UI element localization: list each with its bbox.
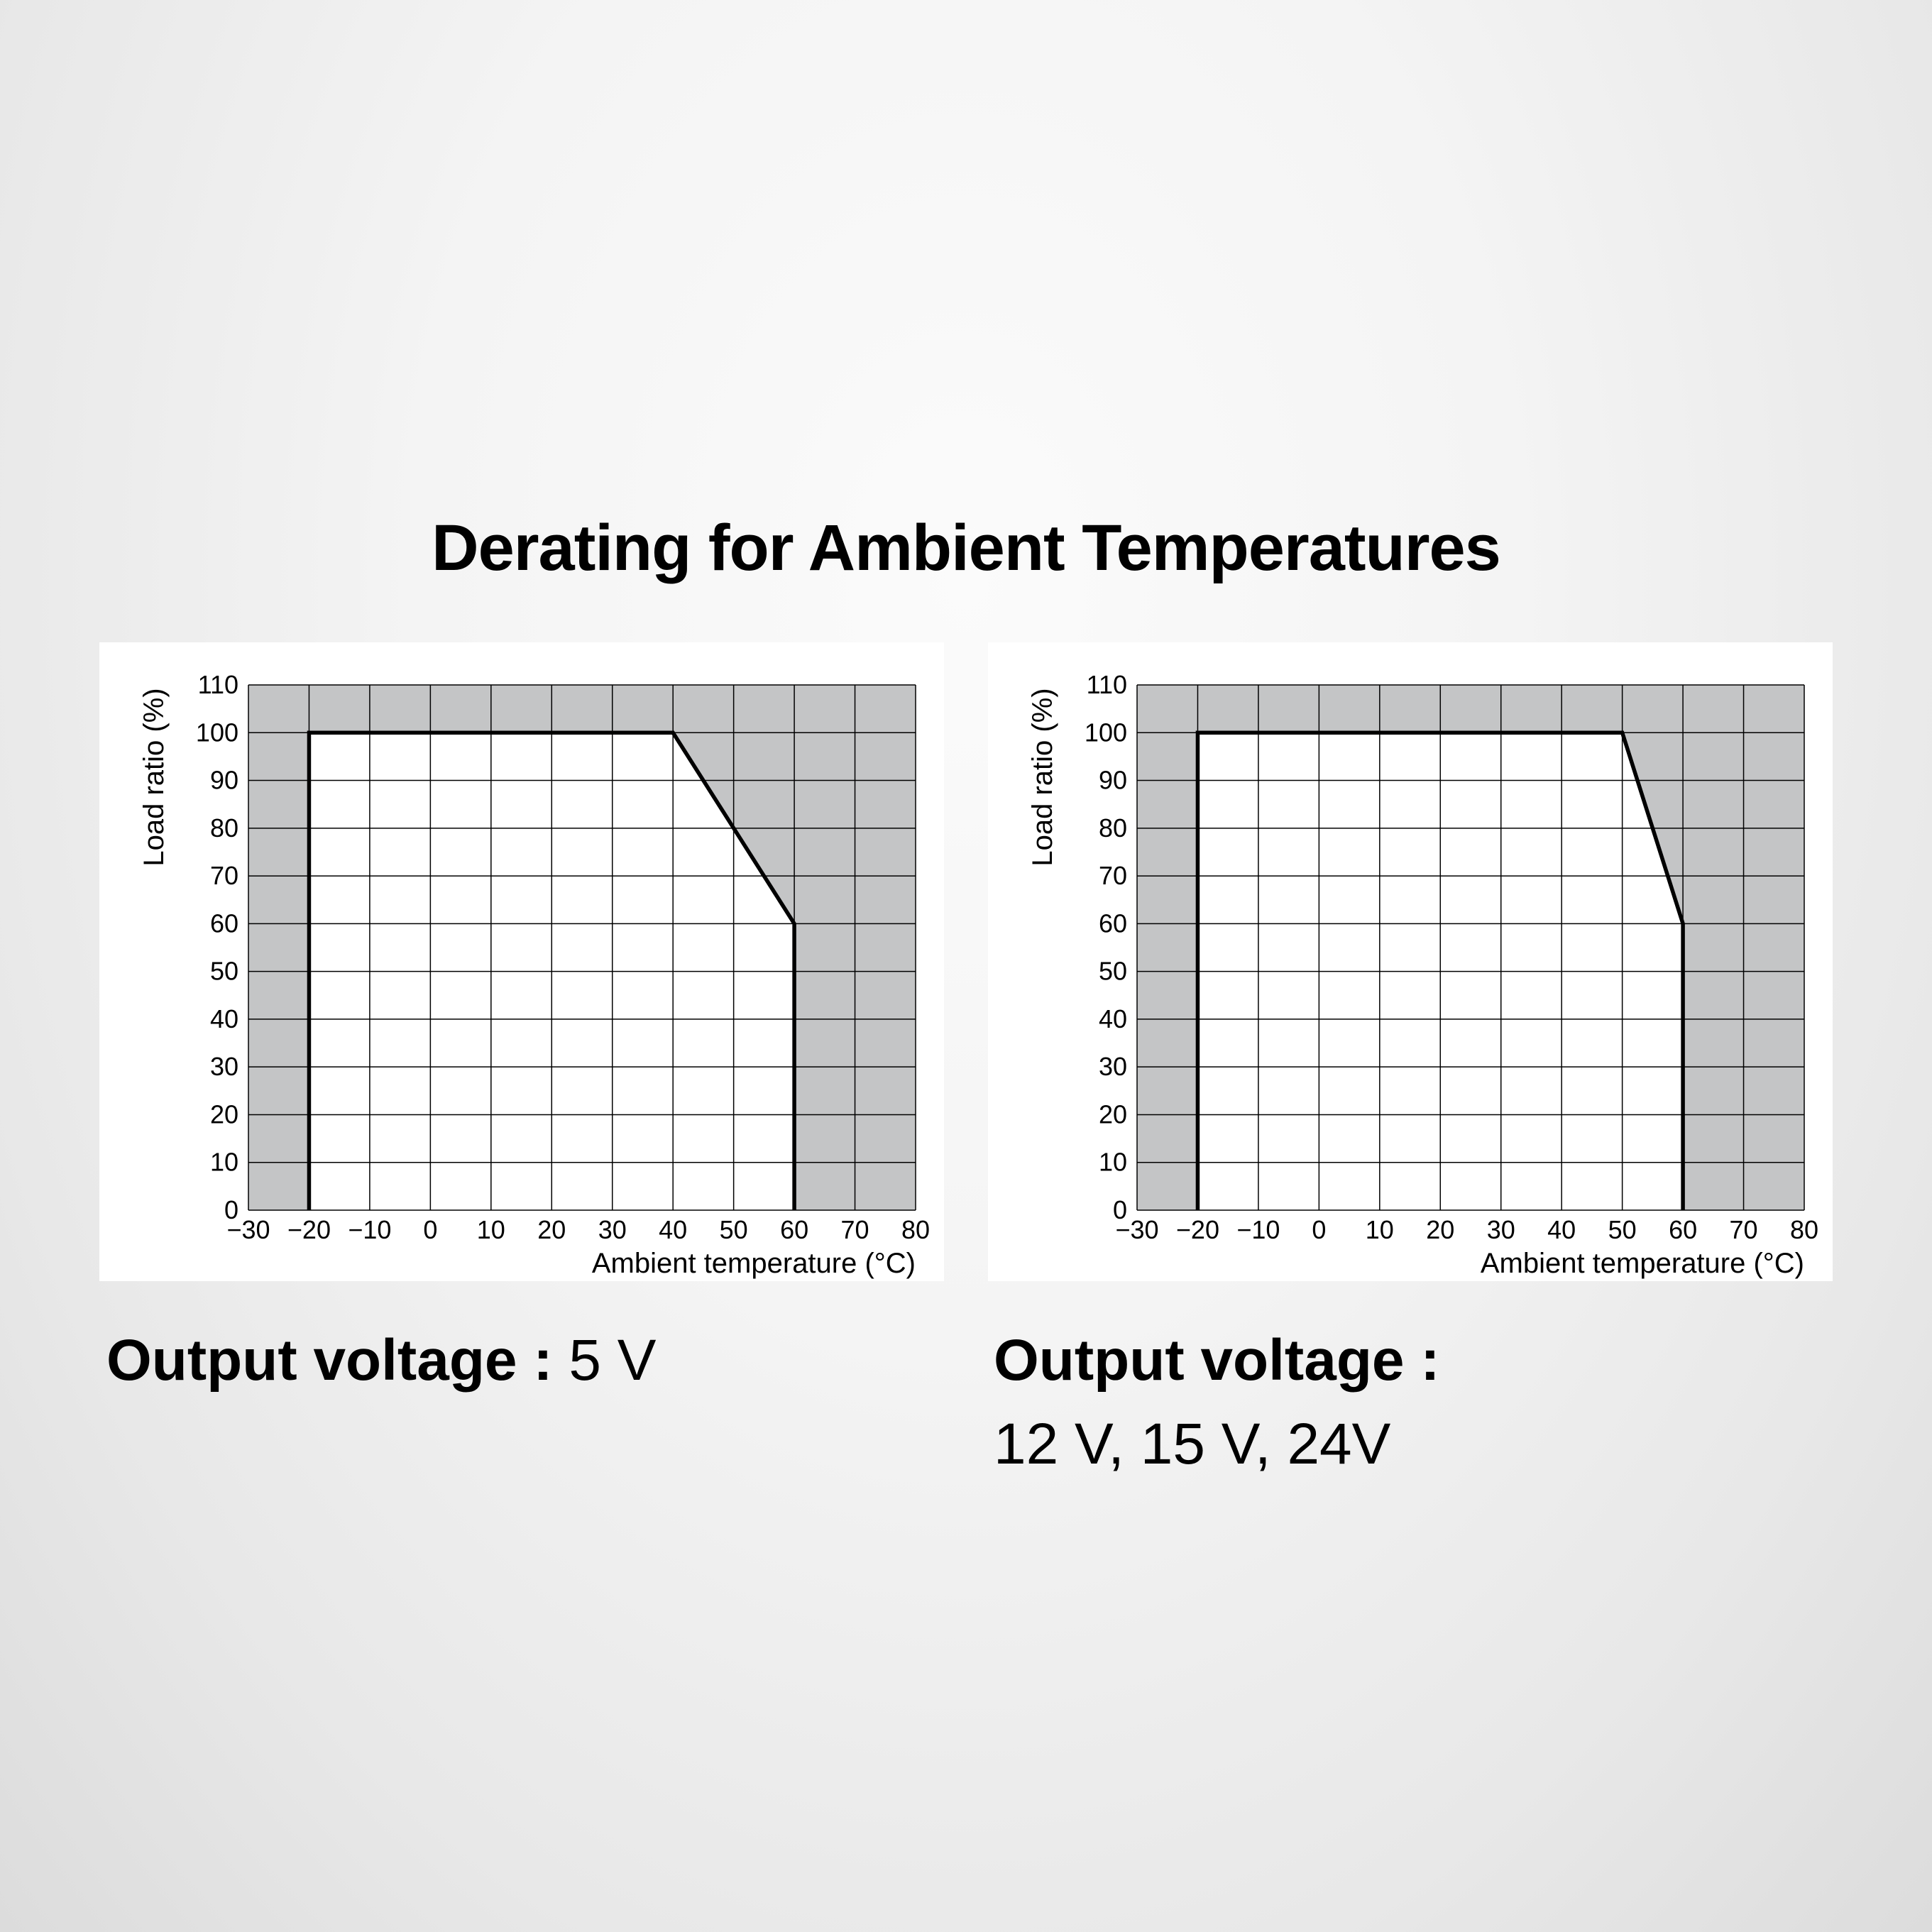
x-axis-label: Ambient temperature (°C) xyxy=(592,1248,916,1279)
page: Derating for Ambient Temperatures −30−20… xyxy=(0,0,1932,1932)
svg-text:80: 80 xyxy=(1099,813,1127,842)
svg-text:50: 50 xyxy=(720,1215,748,1244)
svg-text:90: 90 xyxy=(1099,766,1127,795)
svg-text:110: 110 xyxy=(198,670,238,699)
svg-text:0: 0 xyxy=(1312,1215,1326,1244)
svg-text:60: 60 xyxy=(780,1215,808,1244)
svg-text:70: 70 xyxy=(1730,1215,1758,1244)
svg-text:40: 40 xyxy=(210,1004,238,1033)
svg-text:20: 20 xyxy=(537,1215,566,1244)
svg-text:60: 60 xyxy=(1099,909,1127,938)
svg-text:100: 100 xyxy=(196,718,238,747)
caption-12-15-24v: Output voltage : 12 V, 15 V, 24V xyxy=(994,1327,1440,1478)
caption-label: Output voltage : xyxy=(994,1327,1440,1394)
svg-text:70: 70 xyxy=(210,861,238,890)
svg-text:80: 80 xyxy=(210,813,238,842)
caption-label: Output voltage : xyxy=(106,1328,553,1393)
svg-text:30: 30 xyxy=(598,1215,627,1244)
svg-text:10: 10 xyxy=(1099,1148,1127,1177)
caption-value: 5 V xyxy=(569,1328,656,1393)
svg-text:80: 80 xyxy=(901,1215,930,1244)
svg-text:0: 0 xyxy=(1113,1195,1127,1224)
x-axis-label: Ambient temperature (°C) xyxy=(1481,1248,1804,1279)
svg-text:50: 50 xyxy=(210,957,238,986)
svg-text:60: 60 xyxy=(1669,1215,1697,1244)
svg-text:10: 10 xyxy=(477,1215,505,1244)
svg-text:30: 30 xyxy=(1487,1215,1515,1244)
svg-text:80: 80 xyxy=(1790,1215,1818,1244)
svg-text:70: 70 xyxy=(841,1215,869,1244)
svg-text:50: 50 xyxy=(1099,957,1127,986)
svg-text:90: 90 xyxy=(210,766,238,795)
svg-text:0: 0 xyxy=(224,1195,238,1224)
y-axis-label: Load ratio (%) xyxy=(138,688,170,866)
svg-text:20: 20 xyxy=(210,1099,238,1129)
svg-text:10: 10 xyxy=(1366,1215,1394,1244)
svg-text:110: 110 xyxy=(1087,670,1127,699)
svg-text:30: 30 xyxy=(1099,1052,1127,1081)
svg-text:40: 40 xyxy=(1099,1004,1127,1033)
svg-text:−10: −10 xyxy=(1236,1215,1280,1244)
svg-text:−20: −20 xyxy=(1176,1215,1219,1244)
y-axis-label: Load ratio (%) xyxy=(1027,688,1058,866)
svg-text:−20: −20 xyxy=(287,1215,331,1244)
svg-text:10: 10 xyxy=(210,1148,238,1177)
svg-text:60: 60 xyxy=(210,909,238,938)
svg-text:20: 20 xyxy=(1426,1215,1454,1244)
svg-text:20: 20 xyxy=(1099,1099,1127,1129)
derating-chart: −30−20−100102030405060708001020304050607… xyxy=(988,642,1833,1281)
svg-text:50: 50 xyxy=(1608,1215,1637,1244)
page-title: Derating for Ambient Temperatures xyxy=(0,511,1932,586)
svg-text:40: 40 xyxy=(1547,1215,1576,1244)
svg-text:40: 40 xyxy=(659,1215,687,1244)
chart-panel-5v: −30−20−100102030405060708001020304050607… xyxy=(99,642,944,1281)
svg-text:0: 0 xyxy=(423,1215,437,1244)
caption-value: 12 V, 15 V, 24V xyxy=(994,1411,1440,1478)
svg-text:30: 30 xyxy=(210,1052,238,1081)
charts-row: −30−20−100102030405060708001020304050607… xyxy=(99,642,1833,1281)
derating-chart: −30−20−100102030405060708001020304050607… xyxy=(99,642,944,1281)
chart-panel-12-15-24v: −30−20−100102030405060708001020304050607… xyxy=(988,642,1833,1281)
svg-text:70: 70 xyxy=(1099,861,1127,890)
svg-text:−10: −10 xyxy=(348,1215,391,1244)
caption-5v: Output voltage : 5 V xyxy=(106,1327,657,1394)
svg-text:100: 100 xyxy=(1085,718,1127,747)
